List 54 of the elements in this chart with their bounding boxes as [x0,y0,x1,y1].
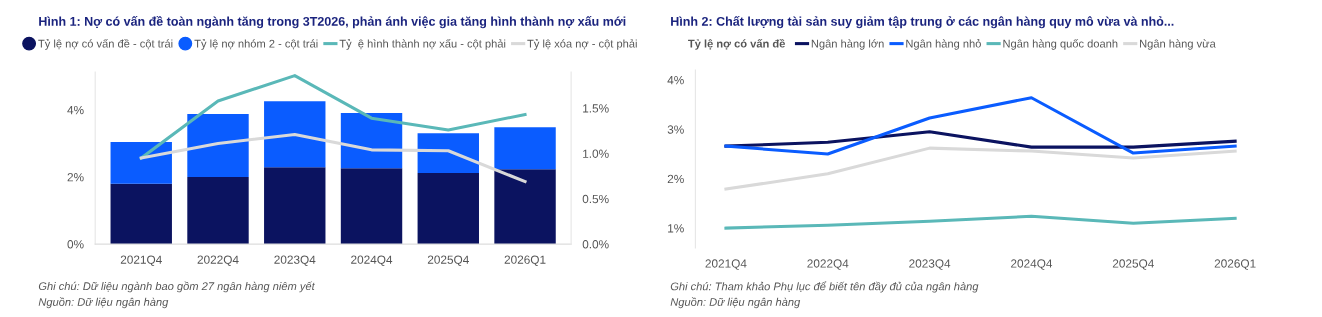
bar [417,133,479,173]
bar [187,176,249,245]
bar [494,169,556,245]
line-series [139,132,527,184]
x-tick-label: 2025Q4 [427,255,469,266]
x-tick-label: 2021Q4 [120,255,162,266]
legend-label: Ngân hàng nhỏ [906,39,981,50]
bar [187,113,249,177]
x-tick-label: 2025Q4 [1112,259,1154,270]
text: Ghi chú: Dữ liệu ngành bao gồm 27 ngân hàng niêm yết [38,281,316,293]
x-tick-label: 2022Q4 [197,255,239,266]
chart-title: Hình 1: Nợ có vấn đề toàn ngành tăng trong 3T2026, phản ánh việc gia tăng hình thành nợ xấu mới [39,16,626,29]
line-series [724,214,1237,230]
x-tick-label: 2021Q4 [705,259,747,270]
text: Nguồn: Dữ liệu ngân hàng [670,297,801,309]
bar [110,142,172,184]
x-tick-label: 2023Q4 [274,255,316,266]
y-tick-label: 4% [67,105,84,115]
legend-label: Tỷ ệ hình thành nợ xấu - cột phải [339,38,506,50]
y-tick-label: 3% [667,125,684,134]
y-tick-label: 2% [667,174,684,184]
y-tick-label: 4% [667,76,684,85]
legend-label: Ngân hàng lớn [811,39,884,50]
y-tick-label: 1% [668,224,684,233]
x-tick-label: 2024Q4 [351,255,393,266]
chart-title: Hình 2: Chất lượng tài sản suy giảm tập trung ở các ngân hàng quy mô vừa và nhỏ... [671,16,1174,29]
x-tick-label: 2026Q1 [504,255,546,266]
legend-label: Tỷ lệ nợ có vấn đề - cột trái [38,38,173,50]
x-tick-label: 2024Q4 [1011,259,1053,270]
legend-label: Tỷ lệ xóa nợ - cột phải [527,39,637,50]
bar [340,168,403,245]
line-series [724,146,1237,191]
bar [264,167,326,245]
line-series [139,74,527,160]
y2-tick-label: 0.0% [582,240,609,249]
y-tick-label: 2% [67,173,84,182]
bar [417,172,479,245]
bar [110,183,172,245]
y2-tick-label: 0.5% [582,194,609,204]
x-tick-label: 2022Q4 [807,259,849,270]
legend-label: Tỷ lệ nợ nhóm 2 - cột trái [194,39,318,50]
legend-label: Ngân hàng vừa [1140,39,1216,50]
x-tick-label: 2023Q4 [909,259,951,270]
bar [494,127,556,170]
line-series [724,96,1237,156]
y2-tick-label: 1.0% [583,149,609,158]
y2-tick-label: 1.5% [583,104,609,113]
bar [264,101,326,168]
x-tick-label: 2026Q1 [1214,259,1256,270]
text: Ghi chú: Tham khảo Phụ lục để biết tên đầy đủ của ngân hàng [670,281,979,293]
legend-title: Tỷ lệ nợ có vấn đề [688,38,785,50]
y-tick-label: 0% [67,240,84,249]
text: Nguồn: Dữ liệu ngân hàng [38,297,169,309]
legend-label: Ngân hàng quốc doanh [1003,38,1118,50]
